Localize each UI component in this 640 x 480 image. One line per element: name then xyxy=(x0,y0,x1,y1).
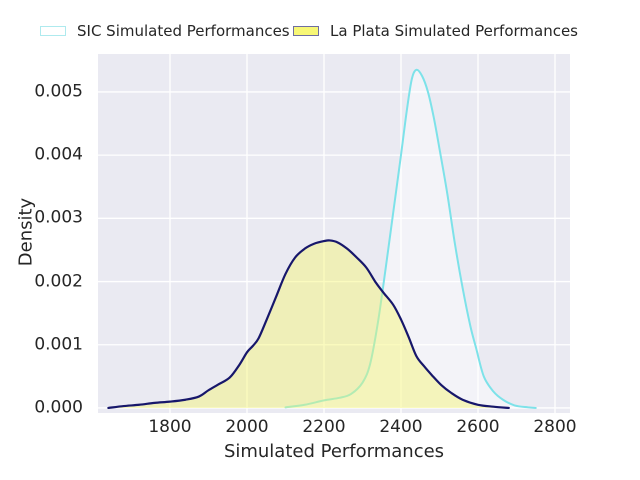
sic-legend-swatch xyxy=(40,26,66,36)
x-tick-label: 1800 xyxy=(148,417,192,437)
x-tick-label: 2400 xyxy=(379,417,423,437)
x-tick-label: 2000 xyxy=(225,417,269,437)
laplata-legend-swatch xyxy=(293,26,319,36)
laplata-legend-label: La Plata Simulated Performances xyxy=(330,22,578,40)
y-tick-label: 0.004 xyxy=(34,144,83,165)
y-axis-label: Density xyxy=(15,197,37,267)
plot-area xyxy=(98,54,570,413)
y-tick-label: 0.002 xyxy=(34,271,83,292)
y-tick-label: 0.000 xyxy=(34,397,83,418)
sic-legend-label: SIC Simulated Performances xyxy=(77,22,290,40)
y-tick-label: 0.001 xyxy=(34,334,83,355)
x-tick-label: 2600 xyxy=(456,417,500,437)
legend-item-sic: SIC Simulated Performances xyxy=(40,20,290,42)
legend-item-laplata: La Plata Simulated Performances xyxy=(293,20,578,42)
x-tick-label: 2800 xyxy=(533,417,577,437)
y-tick-label: 0.003 xyxy=(34,207,83,228)
kde-chart-svg xyxy=(98,54,570,413)
x-tick-label: 2200 xyxy=(302,417,346,437)
y-tick-label: 0.005 xyxy=(34,81,83,102)
legend: SIC Simulated Performances La Plata Simu… xyxy=(0,0,640,46)
x-axis-label: Simulated Performances xyxy=(223,441,445,462)
